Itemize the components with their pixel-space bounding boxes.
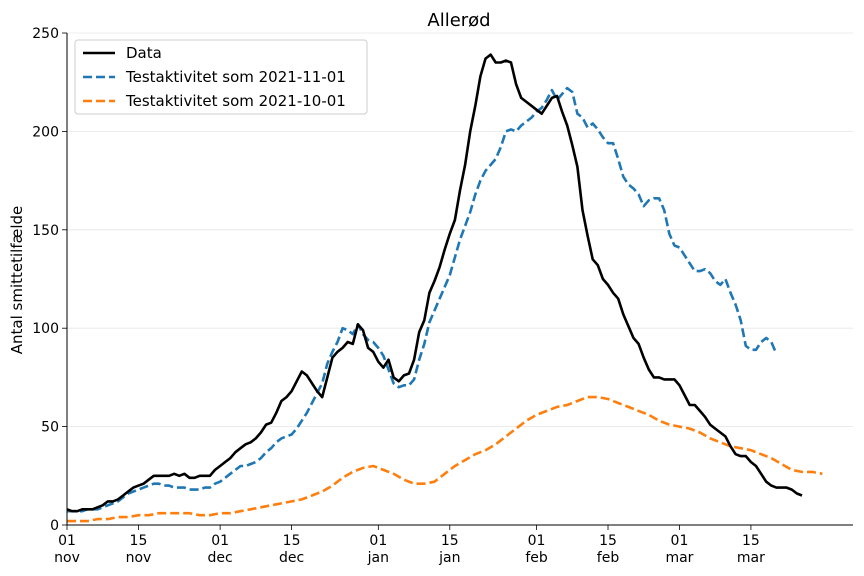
x-tick-day-label: 15 [283, 533, 301, 549]
axes [66, 33, 853, 526]
legend-label-1: Testaktivitet som 2021-11-01 [125, 68, 346, 86]
x-tick-month-label: nov [54, 550, 80, 566]
series-line-1 [67, 86, 778, 513]
chart-title: Allerød [427, 10, 490, 31]
x-tick-day-label: 01 [528, 533, 546, 549]
x-tick-month-label: dec [279, 550, 304, 566]
legend-label-0: Data [126, 44, 162, 62]
x-tick-month-label: nov [126, 550, 152, 566]
x-tick-month-label: feb [525, 550, 548, 566]
y-tick-label: 250 [32, 26, 59, 42]
series-line-0 [66, 53, 803, 513]
x-tick-day-label: 15 [599, 533, 617, 549]
series-layer [66, 53, 823, 523]
x-tick-month-label: feb [597, 550, 620, 566]
x-tick-day-label: 15 [742, 533, 760, 549]
y-tick-label: 0 [50, 518, 59, 534]
x-tick-day-label: 15 [441, 533, 459, 549]
y-tick-label: 200 [32, 124, 59, 140]
y-axis-label: Antal smittetilfælde [8, 206, 26, 355]
y-axis-ticks: 0 50 100 150 200 250 [32, 26, 67, 534]
x-tick-month-label: jan [367, 550, 389, 566]
y-tick-label: 150 [32, 223, 59, 239]
x-tick-day-label: 01 [211, 533, 229, 549]
x-axis-ticks: 01nov15nov01dec15dec01jan15jan01feb15feb… [54, 525, 765, 566]
legend-label-2: Testaktivitet som 2021-10-01 [125, 92, 346, 110]
x-tick-day-label: 15 [130, 533, 148, 549]
x-tick-month-label: mar [665, 550, 693, 566]
legend: Data Testaktivitet som 2021-11-01 Testakti… [74, 39, 368, 115]
x-tick-month-label: mar [737, 550, 765, 566]
series-line-2 [67, 395, 823, 523]
y-tick-label: 100 [32, 321, 59, 337]
x-tick-day-label: 01 [369, 533, 387, 549]
x-tick-day-label: 01 [671, 533, 689, 549]
legend-box [74, 39, 368, 115]
x-tick-month-label: jan [438, 550, 460, 566]
grid-lines [67, 32, 853, 428]
x-tick-month-label: dec [208, 550, 233, 566]
y-tick-label: 50 [41, 420, 59, 436]
x-tick-day-label: 01 [58, 533, 76, 549]
